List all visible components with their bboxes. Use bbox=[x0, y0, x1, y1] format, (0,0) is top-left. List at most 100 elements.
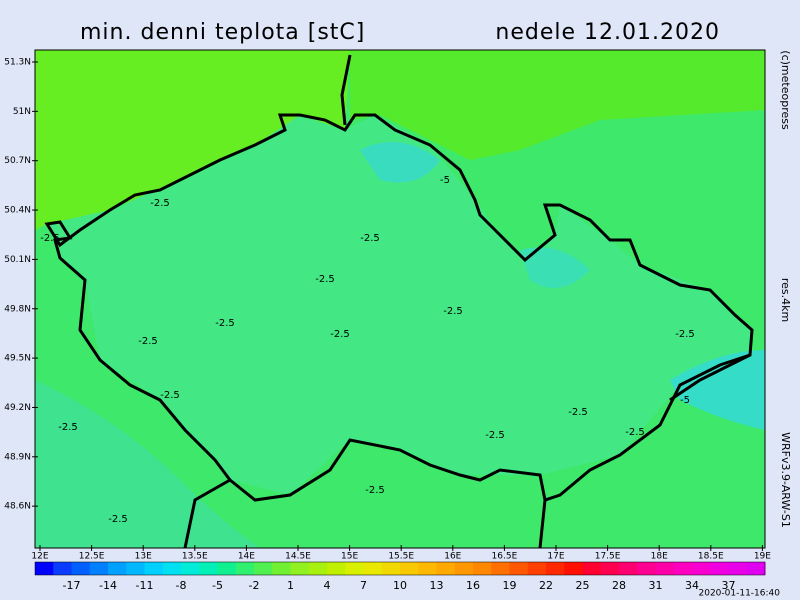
colorbar-label: 37 bbox=[722, 579, 736, 592]
colorbar-label: 22 bbox=[539, 579, 553, 592]
borders bbox=[44, 54, 754, 549]
resolution: res.4km bbox=[779, 278, 792, 322]
colorbar-swatch bbox=[582, 562, 602, 575]
border-de-pl bbox=[340, 54, 352, 126]
colorbar-swatch bbox=[327, 562, 346, 575]
contour-label: -2.5 bbox=[138, 336, 158, 347]
field-north bbox=[35, 50, 350, 230]
colorbar-swatch bbox=[546, 562, 565, 575]
colorbar-label: 19 bbox=[503, 579, 517, 592]
czech-border bbox=[44, 113, 754, 502]
colorbar-swatch bbox=[619, 562, 638, 575]
contour-label: -2.5 bbox=[58, 422, 78, 433]
lat-label: 49.2N bbox=[4, 403, 31, 413]
border-at-sk bbox=[538, 499, 547, 549]
colorbar-label: -11 bbox=[136, 579, 154, 592]
lat-label: 49.8N bbox=[4, 304, 31, 314]
colorbar-swatch bbox=[746, 562, 766, 575]
contour-label: -2.5 bbox=[360, 233, 380, 244]
field-cold-spot bbox=[360, 142, 440, 183]
colorbar-swatch bbox=[491, 562, 510, 575]
lon-label: 17E bbox=[547, 552, 564, 562]
colorbar-swatch bbox=[509, 562, 529, 575]
field-cold-spot bbox=[520, 247, 590, 288]
colorbar-frame bbox=[34, 561, 766, 576]
contour-label: -2.5 bbox=[675, 329, 695, 340]
colorbar-swatch bbox=[673, 562, 693, 575]
colorbar-swatch bbox=[454, 562, 474, 575]
colorbar-swatch bbox=[144, 562, 164, 575]
lat-label: 48.9N bbox=[4, 452, 31, 462]
colorbar-swatch bbox=[710, 562, 729, 575]
colorbar-swatch bbox=[363, 562, 383, 575]
colorbar-swatch bbox=[199, 562, 218, 575]
colorbar-label: -14 bbox=[99, 579, 117, 592]
colorbar-swatch bbox=[418, 562, 437, 575]
colorbar-swatch bbox=[235, 562, 255, 575]
border-de-at bbox=[183, 478, 231, 549]
contour-label: -2.5 bbox=[625, 427, 645, 438]
lon-label: 14.5E bbox=[285, 552, 311, 562]
lon-label: 15E bbox=[341, 552, 358, 562]
lon-label: 18.5E bbox=[698, 552, 724, 562]
colorbar-swatch bbox=[53, 562, 72, 575]
temperature-field bbox=[35, 50, 765, 548]
lon-label: 17.5E bbox=[595, 552, 621, 562]
colorbar-label: 1 bbox=[287, 579, 294, 592]
colorbar-swatch bbox=[600, 562, 620, 575]
colorbar-swatch bbox=[728, 562, 748, 575]
lon-label: 19E bbox=[754, 552, 771, 562]
colorbar-swatch bbox=[217, 562, 237, 575]
contour-label: -5 bbox=[440, 175, 450, 186]
colorbar-swatch bbox=[89, 562, 109, 575]
colorbar-swatch bbox=[126, 562, 145, 575]
contour-label: -2.5 bbox=[160, 390, 180, 401]
model: WRFv3.9-ARW-S1 bbox=[779, 432, 792, 528]
colorbar-label: 13 bbox=[430, 579, 444, 592]
colorbar-swatch bbox=[272, 562, 291, 575]
colorbar-label: -5 bbox=[212, 579, 223, 592]
lat-label: 51.3N bbox=[4, 58, 31, 68]
timestamp: 2020-01-11-16:40 bbox=[699, 589, 781, 599]
field-north-east bbox=[350, 50, 765, 160]
lon-label: 14E bbox=[238, 552, 255, 562]
colorbar-swatch bbox=[655, 562, 675, 575]
map-frame bbox=[34, 49, 766, 549]
field-cold-spot bbox=[35, 380, 260, 548]
colorbar-swatch bbox=[162, 562, 182, 575]
contour-label: -5 bbox=[680, 395, 690, 406]
colorbar-swatch bbox=[381, 562, 401, 575]
colorbar-swatch bbox=[308, 562, 328, 575]
lat-label: 50.7N bbox=[4, 156, 31, 166]
contour-label: -2.5 bbox=[108, 514, 128, 525]
lon-label: 15.5E bbox=[388, 552, 414, 562]
colorbar-label: 28 bbox=[612, 579, 626, 592]
contour-label: -2.5 bbox=[443, 306, 463, 317]
lat-label: 49.5N bbox=[4, 354, 31, 364]
contour-label: -2.5 bbox=[485, 430, 505, 441]
colorbar-label: -17 bbox=[63, 579, 81, 592]
colorbar-swatch bbox=[400, 562, 419, 575]
colorbar-swatch bbox=[71, 562, 91, 575]
lon-label: 16.5E bbox=[492, 552, 518, 562]
colorbar-label: 4 bbox=[324, 579, 331, 592]
colorbar-swatch bbox=[254, 562, 273, 575]
contour-label: -2.5 bbox=[315, 274, 335, 285]
lon-label: 13E bbox=[135, 552, 152, 562]
colorbar-label: 31 bbox=[649, 579, 663, 592]
colorbar-swatch bbox=[290, 562, 310, 575]
lat-label: 48.6N bbox=[4, 502, 31, 512]
border-pl-sk bbox=[669, 353, 751, 402]
colorbar-label: -2 bbox=[249, 579, 260, 592]
lon-label: 13.5E bbox=[182, 552, 208, 562]
colorbar-swatch bbox=[473, 562, 492, 575]
lon-label: 12E bbox=[31, 552, 48, 562]
map-date: nedele 12.01.2020 bbox=[495, 20, 720, 45]
contour-label: -2.5 bbox=[568, 407, 588, 418]
copyright: (c)meteopress bbox=[779, 50, 792, 130]
contour-label: -2.5 bbox=[365, 485, 385, 496]
colorbar-swatch bbox=[637, 562, 656, 575]
colorbar-swatch bbox=[345, 562, 364, 575]
